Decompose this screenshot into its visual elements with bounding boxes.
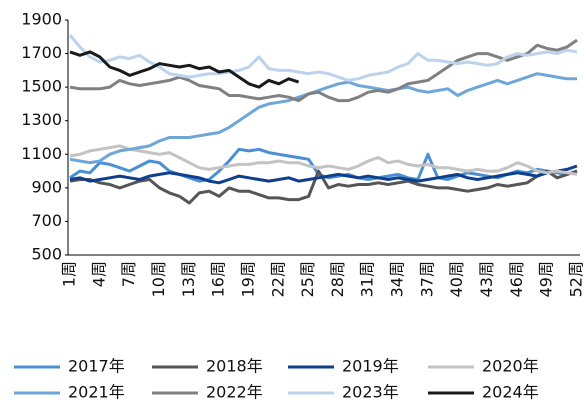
y-tick-label: 1100 [21, 144, 62, 163]
x-tick-label: 49周 [537, 261, 556, 297]
series-line [69, 164, 578, 185]
y-tick-label: 1300 [21, 110, 62, 129]
x-tick-label: 46周 [507, 261, 526, 297]
y-tick-label: 1500 [21, 77, 62, 96]
series-line [69, 38, 578, 103]
x-tick-label: 22周 [268, 261, 287, 297]
legend-label: 2021年 [68, 383, 125, 402]
x-tick-label: 4周 [89, 261, 108, 287]
x-tick-label: 43周 [477, 261, 496, 297]
legend-label: 2024年 [482, 383, 539, 402]
x-tick-label: 40周 [447, 261, 466, 297]
x-tick-label: 19周 [238, 261, 257, 297]
y-tick-label: 1900 [21, 10, 62, 29]
y-tick-label: 900 [31, 177, 62, 196]
legend-label: 2018年 [206, 357, 263, 376]
legend-label: 2022年 [206, 383, 263, 402]
x-tick-label: 31周 [358, 261, 377, 297]
y-tick-label: 1700 [21, 43, 62, 62]
x-tick-label: 37周 [417, 261, 436, 297]
x-tick-label: 52周 [567, 261, 585, 297]
x-tick-label: 10周 [149, 261, 168, 297]
x-tick-label: 7周 [119, 261, 138, 287]
x-tick-label: 25周 [298, 261, 317, 297]
legend-label: 2019年 [342, 357, 399, 376]
series-line [69, 144, 578, 176]
series-line [69, 169, 578, 205]
x-tick-label: 1周 [60, 261, 79, 287]
legend-label: 2023年 [342, 383, 399, 402]
series-line [69, 50, 300, 89]
x-tick-label: 16周 [209, 261, 228, 297]
series-line [69, 72, 577, 165]
legend-label: 2020年 [482, 357, 539, 376]
legend-label: 2017年 [68, 357, 125, 376]
x-tick-label: 13周 [179, 261, 198, 297]
x-tick-label: 28周 [328, 261, 347, 297]
x-tick-label: 34周 [388, 261, 407, 297]
y-tick-label: 500 [31, 245, 62, 264]
y-tick-label: 700 [31, 211, 62, 230]
